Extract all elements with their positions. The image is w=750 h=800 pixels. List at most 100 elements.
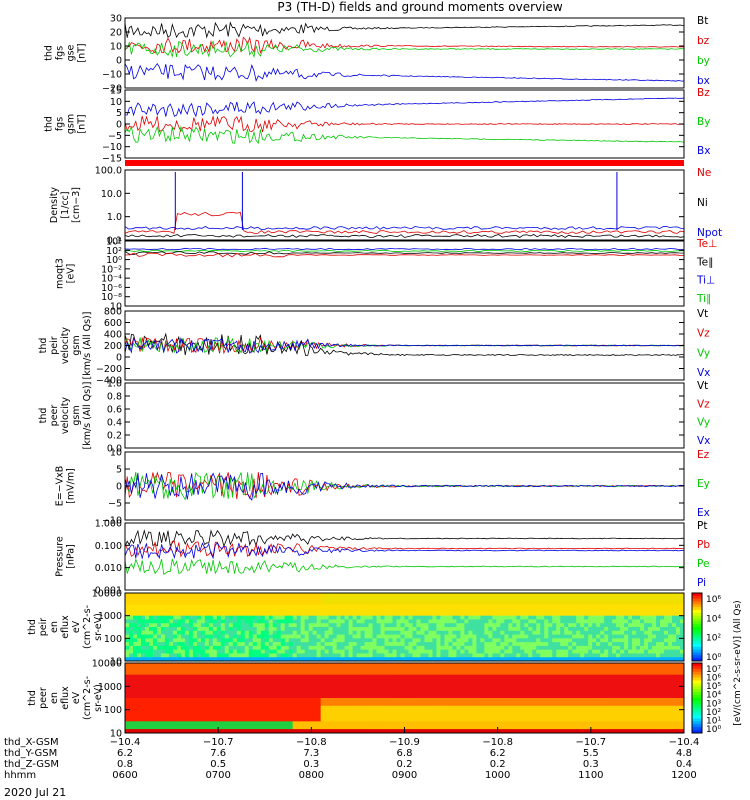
legend-Vy: Vy [697,417,710,429]
colorbar-tick-label: 10⁷ [706,665,721,675]
trace-Bz [124,115,685,133]
y-tick-label: 10⁻⁴ [101,274,122,285]
x-tick-label: −10.4 [110,737,141,748]
trace-bz [124,36,685,54]
y-tick-label: −200 [96,364,122,375]
y-tick-label: 0.010 [95,563,122,574]
y-tick-label: 10 [110,729,122,740]
panel-frame [124,382,685,449]
legend-Ni: Ni [697,197,708,209]
y-axis-label: eflux [60,615,71,639]
legend-Pe: Pe [697,558,709,570]
colorbar-tick-label: 10⁴ [706,691,721,701]
legend-Vt: Vt [697,308,708,320]
y-tick-label: 0.2 [107,431,122,442]
y-axis-label: thd [38,408,49,424]
y-axis-label: [nT] [77,43,88,62]
y-axis-label: fgs [55,117,66,131]
y-axis-label: thd [27,619,38,635]
te-perp-trace [124,252,685,258]
panel-fgs-gse: 30 20 10 0 −10 −20 thd fgs gse [nT] Bt bz by bx [44,14,710,95]
trace-Vt [124,332,685,356]
x-tick-label: 1200 [671,770,696,781]
panel-frame [124,240,685,307]
legend-Ne: Ne [697,167,711,179]
panel-efield: 10 5 0 −5 −10 E=−VxB [mV/m] Ez Ey Ex [55,448,710,527]
y-tick-label: 10 [110,42,122,53]
panel-peer-vel: 1.0 0.8 0.6 0.4 0.2 0.0 thd peer velocity gsm [km/… [38,379,710,455]
y-tick-label: 0.1 [107,236,122,247]
panel-frame [124,17,685,89]
y-axis-label: [cm−3] [71,187,82,223]
y-axis-label: en [49,621,60,633]
y-tick-label: 0.6 [107,405,122,416]
y-tick-label: 1.0 [107,212,122,223]
y-tick-label: −20 [102,84,122,95]
x-tick-label: 0.5 [210,759,226,770]
x-tick-label: 0.2 [397,759,413,770]
x-row-label: thd_X-GSM [4,737,59,748]
x-tick-label: −10.8 [296,737,327,748]
y-tick-label: 10 [110,302,122,313]
y-tick-label: 5 [116,465,122,476]
y-axis-label: [km/s (All Qs)] [82,382,93,450]
y-tick-label: 1.0 [107,379,122,390]
colorbar-tick-label: 10⁴ [706,614,721,624]
colorbar-frame [691,592,703,662]
y-axis-label: eV [71,620,82,633]
legend-Pb: Pb [697,539,710,551]
y-tick-label: 1000 [98,611,122,622]
y-axis-label: velocity [60,327,71,365]
legend-Ey: Ey [697,478,710,490]
x-row-label: thd_Z-GSM [4,759,59,770]
y-tick-label: 10 [110,657,122,668]
x-tick-label: 7.6 [210,748,226,759]
y-tick-label: 30 [110,14,122,25]
x-tick-label: 0.8 [117,759,133,770]
colorbar-tick-label: 10⁰ [706,653,721,663]
legend-Ex: Ex [697,507,710,519]
y-tick-label: 600 [104,318,122,329]
x-tick-label: 0900 [392,770,417,781]
legend-bz: bz [697,35,710,47]
x-tick-label: 0.4 [676,759,692,770]
legend-Te⊥: Te⊥ [696,238,717,250]
y-tick-label: 100.0 [95,166,122,177]
y-axis-label: [km/s (All Qs)] [82,312,93,380]
y-tick-label: 10⁻² [101,264,122,275]
y-tick-label: 800 [104,307,122,318]
y-tick-label: 0.100 [95,541,122,552]
x-tick-label: 0600 [112,770,137,781]
y-tick-label: 0 [116,482,122,493]
x-tick-label: 1100 [578,770,603,781]
trace-Pb [124,540,685,558]
x-tick-label: 1000 [485,770,510,781]
colorbar-tick-label: 10⁶ [706,595,721,605]
y-axis-label: E=−VxB [55,466,66,507]
y-axis-label: peer [49,405,60,427]
y-tick-label: 0.001 [95,586,122,597]
trace-Pe [124,558,685,575]
y-axis-label: peer [38,687,49,709]
ni-trace [124,234,685,238]
legend-Vz: Vz [697,398,710,410]
y-axis-label: gsm [66,114,77,134]
y-axis-label: velocity [60,397,71,435]
y-axis-label: peir [49,336,60,355]
colorbar-tick-label: 10⁰ [706,725,721,735]
colorbar-tick-label: 10² [706,634,721,644]
trace-By [124,125,685,145]
npot-trace [124,226,685,230]
legend-Bz: Bz [697,87,710,99]
spectrogram-peir-spec [125,593,685,662]
y-axis-label: thd [44,45,55,61]
y-tick-label: −5 [108,499,122,510]
y-tick-label: 1000 [98,682,122,693]
y-tick-label: 10⁰ [106,255,122,266]
x-tick-label: −10.7 [576,737,607,748]
legend-Npot: Npot [697,227,722,239]
